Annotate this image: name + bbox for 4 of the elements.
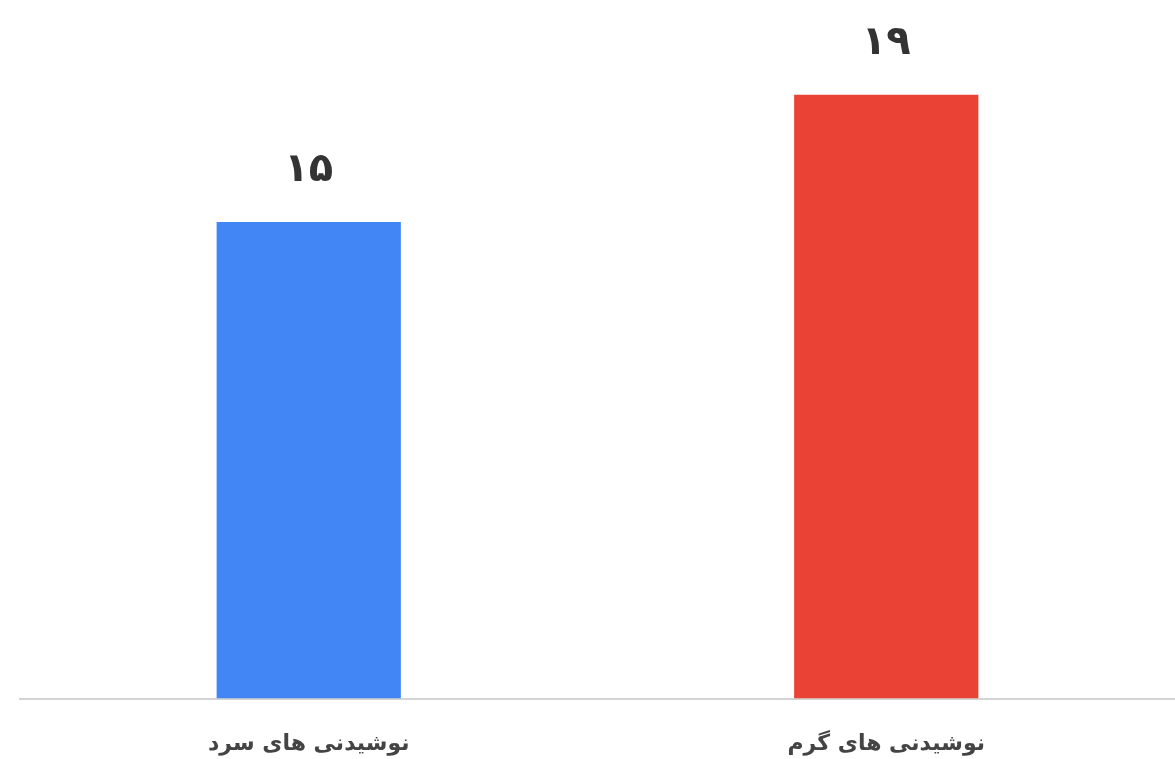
data-label: ۱۹	[861, 17, 911, 64]
data-label: ۱۵	[284, 144, 334, 191]
x-tick-label: نوشیدنی های گرم	[787, 728, 985, 756]
x-tick-label: نوشیدنی های سرد	[207, 729, 410, 756]
